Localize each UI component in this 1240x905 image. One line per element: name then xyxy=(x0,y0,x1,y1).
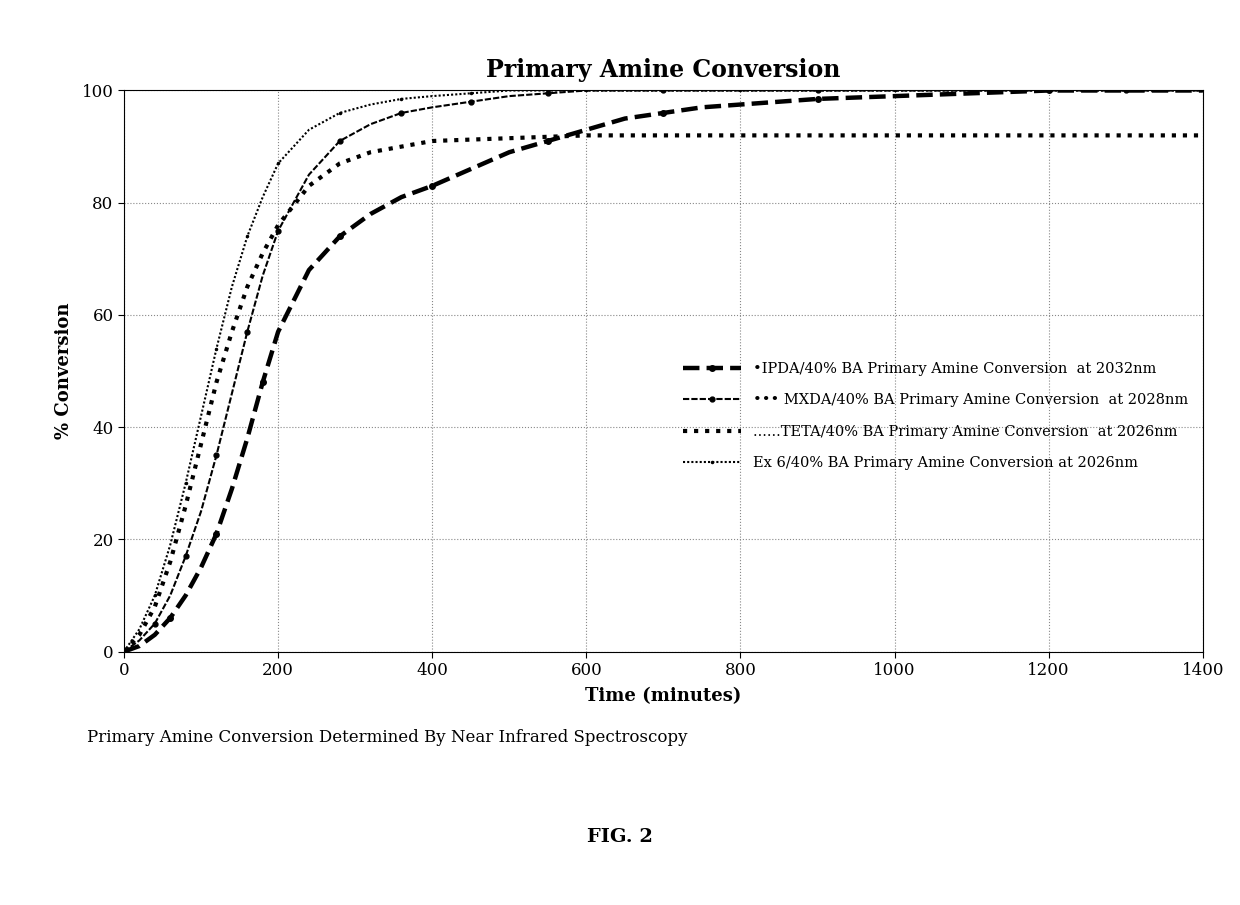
Y-axis label: % Conversion: % Conversion xyxy=(56,303,73,439)
Title: Primary Amine Conversion: Primary Amine Conversion xyxy=(486,58,841,81)
Text: FIG. 2: FIG. 2 xyxy=(587,828,653,846)
X-axis label: Time (minutes): Time (minutes) xyxy=(585,688,742,705)
Text: Primary Amine Conversion Determined By Near Infrared Spectroscopy: Primary Amine Conversion Determined By N… xyxy=(87,729,687,746)
Legend: •IPDA/40% BA Primary Amine Conversion  at 2032nm, ••• MXDA/40% BA Primary Amine : •IPDA/40% BA Primary Amine Conversion at… xyxy=(676,355,1195,478)
